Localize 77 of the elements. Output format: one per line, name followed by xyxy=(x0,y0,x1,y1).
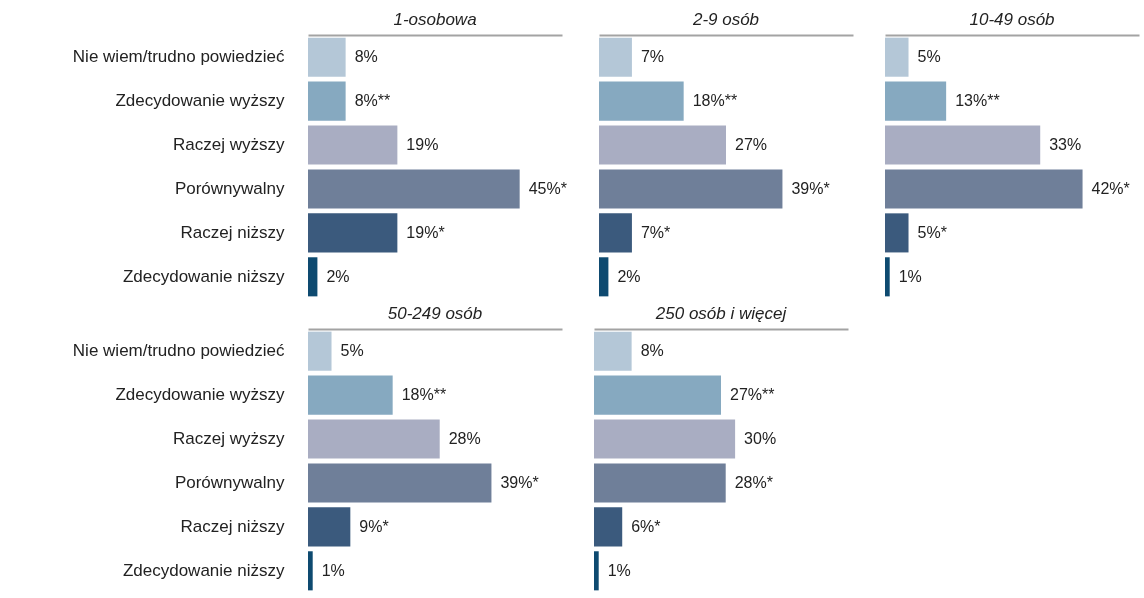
data-label: 2% xyxy=(617,267,641,285)
y-tick-label: Raczej wyższy xyxy=(173,429,285,449)
y-tick-label: Porównywalny xyxy=(174,472,285,492)
bar xyxy=(594,331,632,371)
bar xyxy=(885,213,909,253)
y-tick-label: Nie wiem/trudno powiedzieć xyxy=(72,341,285,361)
data-label: 2% xyxy=(326,267,350,285)
bar xyxy=(599,257,609,297)
y-tick-label: Zdecydowanie wyższy xyxy=(115,91,285,111)
bar xyxy=(594,551,599,591)
data-label: 7% xyxy=(640,48,665,66)
bar xyxy=(308,213,398,253)
bar xyxy=(308,419,440,459)
bar xyxy=(308,37,346,77)
data-label: 18%** xyxy=(401,386,447,404)
data-label: 42%* xyxy=(1091,179,1130,197)
y-tick-label: Zdecydowanie niższy xyxy=(122,560,285,580)
bar xyxy=(594,419,736,459)
bar xyxy=(308,257,318,297)
data-label: 9%* xyxy=(359,517,389,535)
bar xyxy=(885,257,890,297)
bar xyxy=(594,463,726,503)
data-label: 5% xyxy=(917,48,941,66)
chart-title: 10-49 osób xyxy=(969,10,1055,29)
bar xyxy=(594,507,623,547)
bar xyxy=(599,169,783,209)
data-label: 19% xyxy=(406,136,439,154)
y-tick-label: Raczej wyższy xyxy=(173,135,285,155)
data-label: 5%* xyxy=(917,223,947,241)
data-label: 5% xyxy=(340,342,364,360)
data-label: 27%** xyxy=(730,386,775,404)
y-tick-label: Nie wiem/trudno powiedzieć xyxy=(72,47,285,67)
bar xyxy=(885,81,947,121)
bar xyxy=(308,463,492,503)
data-label: 27% xyxy=(735,136,768,154)
data-label: 8% xyxy=(354,48,378,66)
y-tick-label: Raczej niższy xyxy=(180,222,285,242)
data-label: 33% xyxy=(1049,136,1082,154)
data-label: 39%* xyxy=(500,473,539,491)
data-label: 7%* xyxy=(640,223,671,241)
data-label: 1% xyxy=(898,267,922,285)
bar xyxy=(308,507,351,547)
data-label: 18%** xyxy=(692,92,738,110)
data-label: 8% xyxy=(640,342,664,360)
bar xyxy=(308,125,398,165)
data-label: 8%** xyxy=(354,92,391,110)
bar xyxy=(308,169,520,209)
y-tick-label: Zdecydowanie niższy xyxy=(122,266,285,286)
chart-title: 50-249 osób xyxy=(387,304,483,323)
bar xyxy=(308,551,313,591)
data-label: 39%* xyxy=(791,179,830,197)
chart-title: 2-9 osób xyxy=(691,10,760,29)
bar xyxy=(599,81,684,121)
data-label: 1% xyxy=(321,561,345,579)
bar xyxy=(599,213,632,253)
data-label: 19%* xyxy=(406,223,445,241)
y-tick-label: Raczej niższy xyxy=(180,516,285,536)
data-label: 6%* xyxy=(631,517,661,535)
data-label: 13%** xyxy=(955,92,1000,110)
data-label: 1% xyxy=(607,561,631,579)
y-tick-label: Porównywalny xyxy=(174,178,285,198)
bar xyxy=(885,37,909,77)
bar xyxy=(308,331,332,371)
bar xyxy=(885,125,1041,165)
data-label: 30% xyxy=(744,430,777,448)
y-tick-label: Zdecydowanie wyższy xyxy=(115,385,285,405)
bar xyxy=(308,81,346,121)
bar xyxy=(885,169,1083,209)
bar xyxy=(599,125,726,165)
bar xyxy=(594,375,721,415)
bar xyxy=(308,375,393,415)
chart-title: 250 osób i więcej xyxy=(654,304,788,323)
data-label: 28%* xyxy=(734,473,773,491)
chart-title: 1-osobowa xyxy=(393,10,477,29)
data-label: 45%* xyxy=(528,179,567,197)
data-label: 28% xyxy=(448,430,481,448)
bar xyxy=(599,37,632,77)
